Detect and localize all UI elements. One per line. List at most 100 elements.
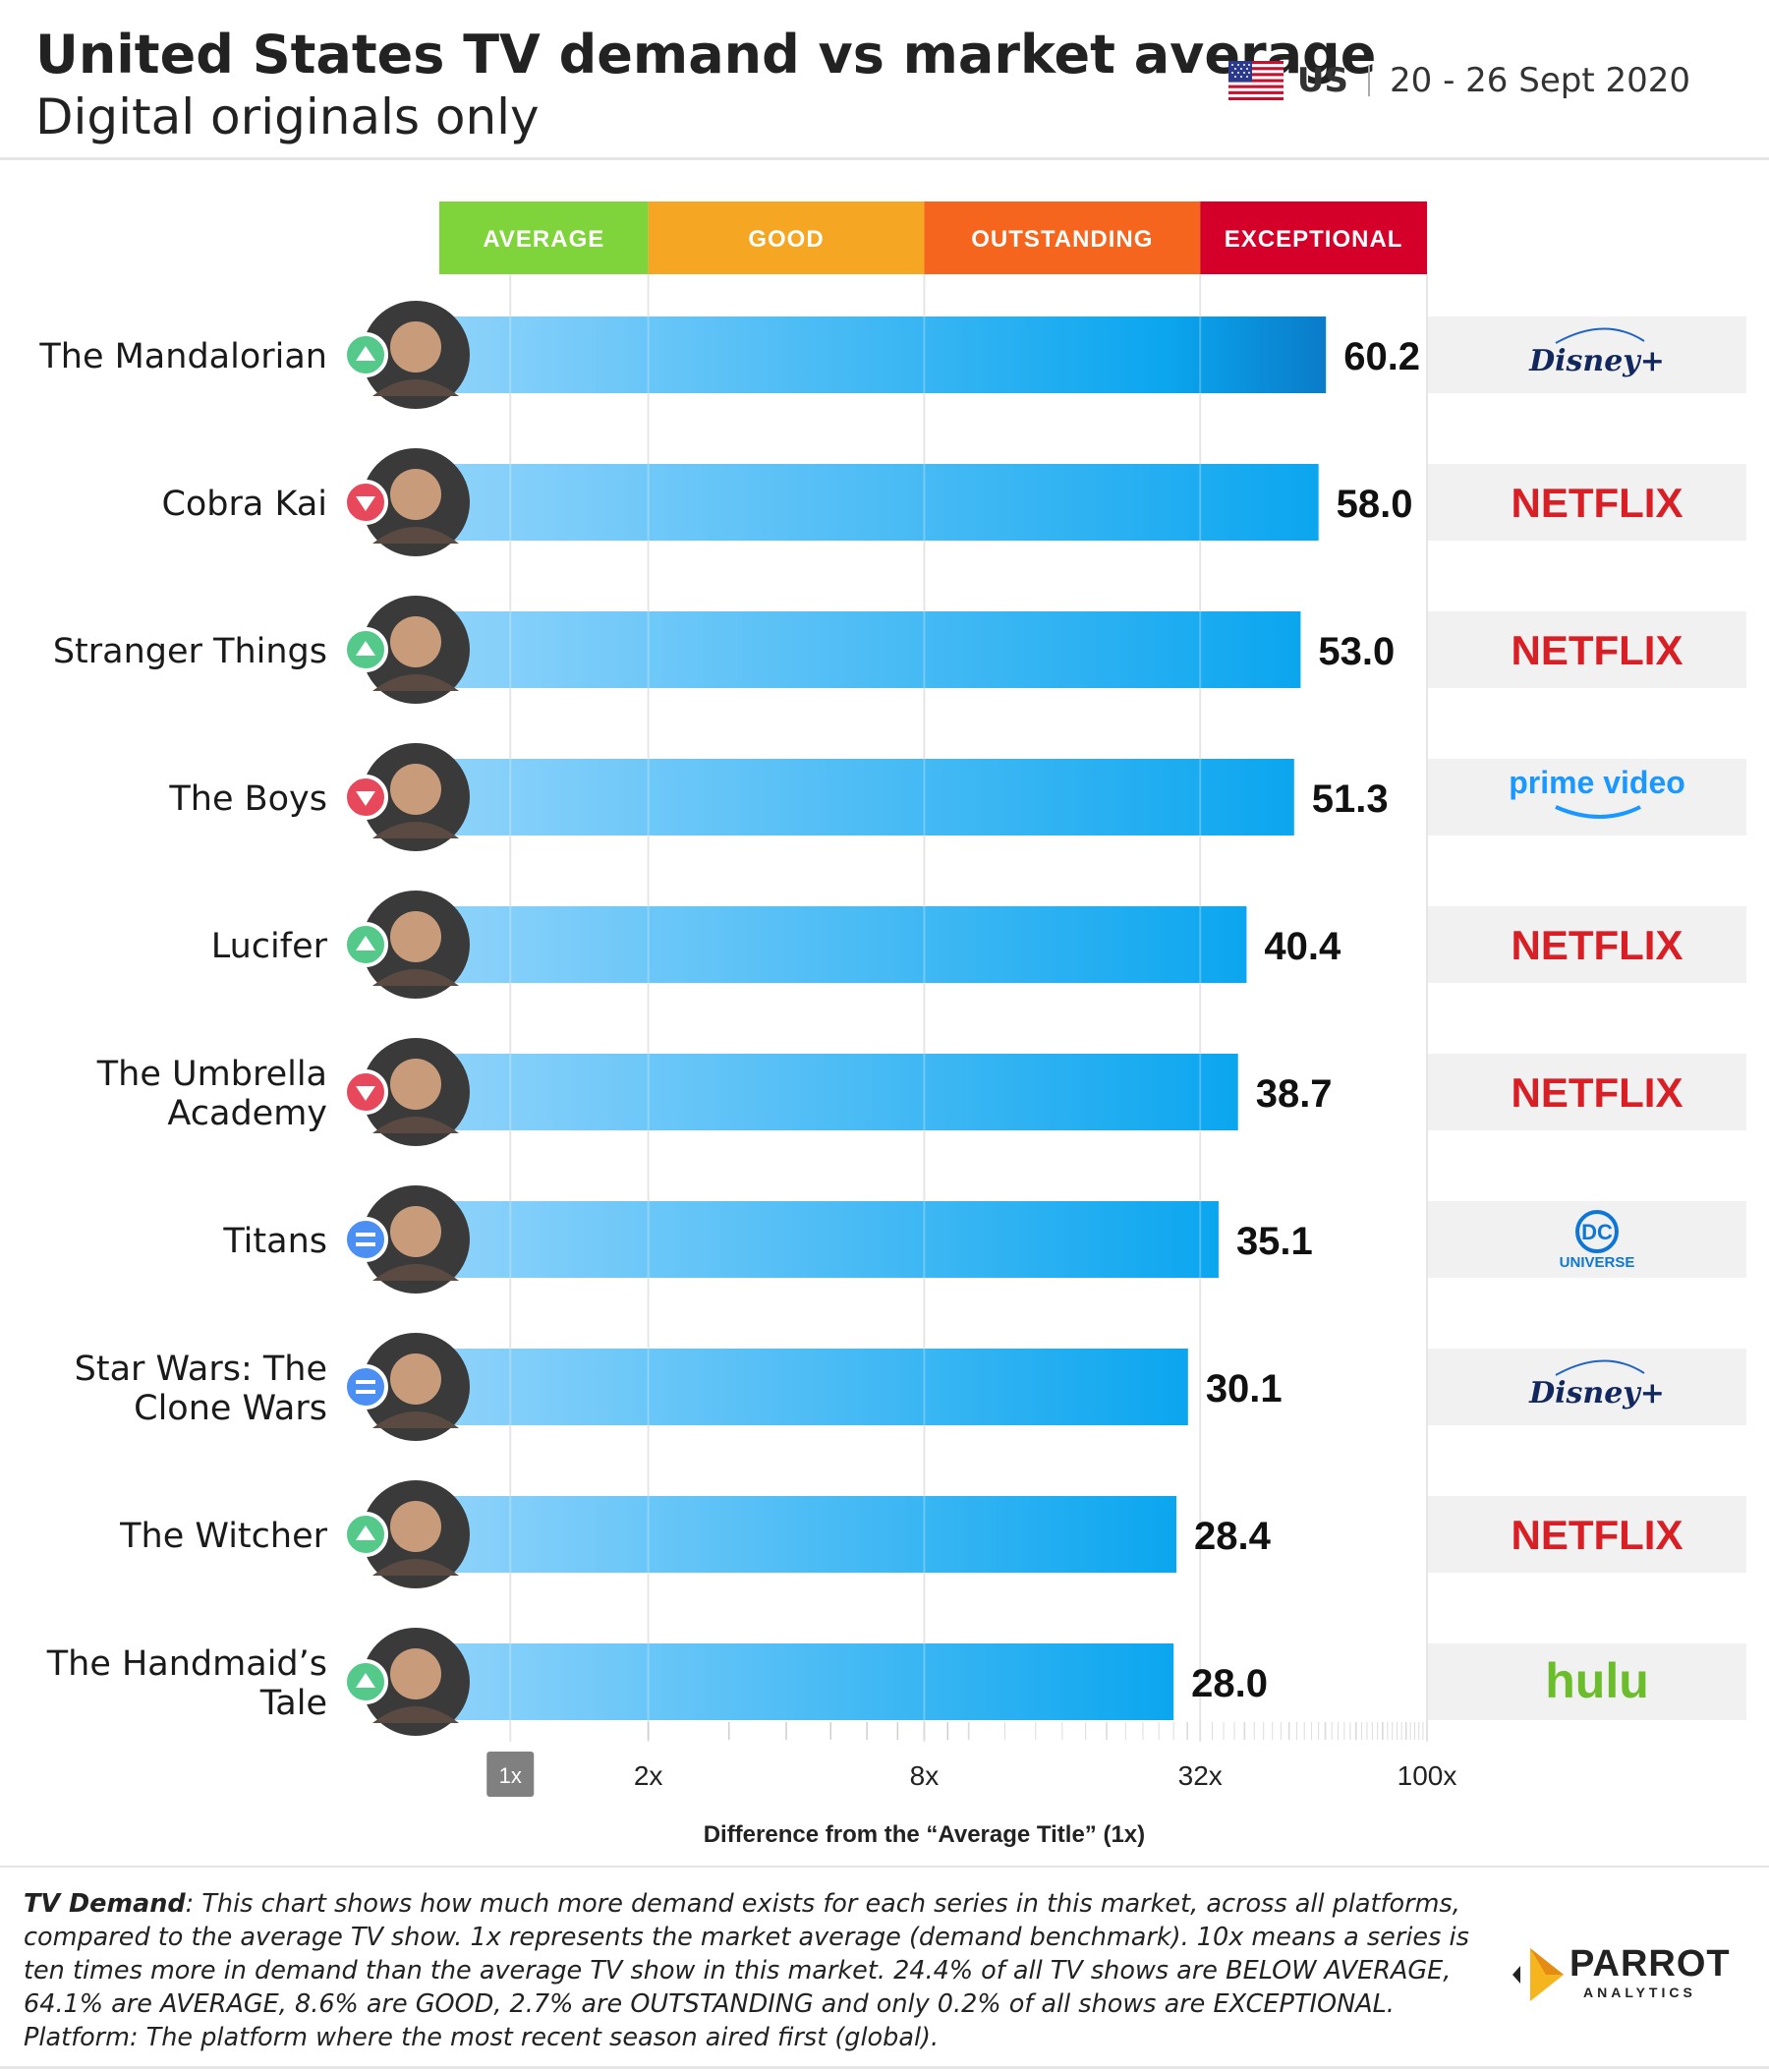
platform-strip xyxy=(1427,1643,1746,1720)
trend-up-icon xyxy=(343,332,388,377)
netflix-logo: NETFLIX xyxy=(1512,1069,1683,1116)
trend-up-icon xyxy=(343,1659,388,1704)
bar xyxy=(439,611,1301,688)
show-label: Star Wars: The Clone Wars xyxy=(75,1350,327,1428)
show-thumbnail xyxy=(362,1628,470,1736)
baseline-tick-badge xyxy=(486,1752,535,1797)
value-label: 30.1 xyxy=(1206,1367,1283,1410)
dc-universe-label: UNIVERSE xyxy=(1560,1254,1635,1271)
netflix-logo: NETFLIX xyxy=(1512,627,1683,673)
country-code: US xyxy=(1296,61,1349,100)
show-label-line: Titans xyxy=(222,1222,327,1261)
tick-label: 8x xyxy=(910,1760,940,1791)
tick-label: 2x xyxy=(634,1760,663,1791)
thumbnail-face xyxy=(390,1206,441,1257)
show-label-line: The Handmaid’s xyxy=(46,1644,327,1684)
chart-subtitle: Digital originals only xyxy=(35,88,540,145)
disney-logo: Disney+ xyxy=(1528,1376,1665,1410)
bar xyxy=(439,906,1247,983)
show-thumbnail xyxy=(362,1333,470,1441)
category-label: OUTSTANDING xyxy=(971,226,1153,253)
value-label: 35.1 xyxy=(1236,1220,1313,1263)
x-axis-title: Difference from the “Average Title” (1x) xyxy=(704,1821,1145,1848)
platform-strip xyxy=(1427,1496,1746,1573)
show-label-line: Lucifer xyxy=(211,927,328,966)
disney-arc xyxy=(1555,1359,1645,1376)
dc-ring-icon xyxy=(1575,1210,1619,1253)
logo-arrow-icon xyxy=(1512,1966,1520,1984)
show-label-line: Star Wars: The xyxy=(75,1350,327,1389)
footer-divider xyxy=(0,1866,1769,1868)
value-label: 38.7 xyxy=(1256,1072,1333,1116)
logo-sub: ANALYTICS xyxy=(1583,1985,1696,2000)
trend-bar xyxy=(356,1233,375,1237)
thumbnail-face xyxy=(390,764,441,815)
netflix-logo: NETFLIX xyxy=(1512,1512,1683,1558)
show-label-line: Clone Wars xyxy=(134,1389,327,1428)
trend-same-icon xyxy=(343,1217,388,1262)
trend-up-icon xyxy=(343,1512,388,1557)
category-band-good xyxy=(648,201,925,274)
thumbnail-face xyxy=(390,911,441,962)
parrot-analytics-logo: PARROT ANALYTICS xyxy=(1512,1943,1730,2001)
trend-arrow xyxy=(356,641,375,656)
show-thumbnail xyxy=(362,448,470,556)
disney-arc xyxy=(1555,327,1645,344)
trend-arrow xyxy=(356,1525,375,1540)
footnote-lead: TV Demand xyxy=(24,1889,186,1919)
trend-arrow xyxy=(356,346,375,361)
platform-strip xyxy=(1427,906,1746,983)
show-label: The Witcher xyxy=(119,1517,327,1556)
category-band-exceptional xyxy=(1200,201,1427,274)
platform-strip xyxy=(1427,611,1746,688)
trend-bar xyxy=(356,1390,375,1394)
value-label: 60.2 xyxy=(1343,335,1420,378)
bar xyxy=(439,1054,1238,1130)
show-label-line: The Witcher xyxy=(119,1517,327,1556)
show-label: Cobra Kai xyxy=(161,485,327,524)
trend-arrow xyxy=(356,936,375,950)
thumbnail-shoulders xyxy=(372,969,459,986)
show-label: Stranger Things xyxy=(53,632,327,671)
footnote: TV Demand: This chart shows how much mor… xyxy=(24,1887,1478,2054)
trend-up-icon xyxy=(343,627,388,672)
value-label: 28.4 xyxy=(1194,1515,1272,1558)
disney-logo: Disney+ xyxy=(1528,344,1665,378)
thumbnail-shoulders xyxy=(372,822,459,838)
market-info: US 20 - 26 Sept 2020 xyxy=(1227,61,1690,100)
thumbnail-shoulders xyxy=(372,379,459,396)
thumbnail-face xyxy=(390,1648,441,1699)
prime-video-logo: prime video xyxy=(1509,765,1685,800)
show-label-line: Stranger Things xyxy=(53,632,327,671)
trend-down-icon xyxy=(343,775,388,820)
show-thumbnail xyxy=(362,1480,470,1588)
prime-smile-icon xyxy=(1555,805,1641,819)
us-flag-icon xyxy=(1227,61,1284,100)
bar xyxy=(439,1349,1188,1425)
category-label: AVERAGE xyxy=(483,226,604,253)
value-label: 53.0 xyxy=(1318,630,1395,673)
platform-strip xyxy=(1427,464,1746,541)
thumbnail-face xyxy=(390,321,441,373)
trend-arrow xyxy=(356,1086,375,1101)
show-label-line: Academy xyxy=(167,1094,327,1133)
thumbnail-face xyxy=(390,469,441,520)
thumbnail-shoulders xyxy=(372,1117,459,1133)
dc-logo: DC xyxy=(1581,1220,1613,1244)
show-thumbnail xyxy=(362,1185,470,1294)
show-thumbnail xyxy=(362,743,470,851)
category-label: GOOD xyxy=(748,226,824,253)
tick-label: 32x xyxy=(1178,1760,1223,1791)
show-label-line: Cobra Kai xyxy=(161,485,327,524)
thumbnail-shoulders xyxy=(372,1264,459,1281)
tick-label: 100x xyxy=(1398,1760,1457,1791)
show-thumbnail xyxy=(362,1038,470,1146)
show-thumbnail xyxy=(362,891,470,999)
platform-strip xyxy=(1427,1054,1746,1130)
show-label: Lucifer xyxy=(211,927,328,966)
platform-strip xyxy=(1427,317,1746,393)
show-label: Titans xyxy=(222,1222,327,1261)
chart-title: United States TV demand vs market averag… xyxy=(35,24,1377,86)
trend-arrow xyxy=(356,1673,375,1688)
trend-arrow xyxy=(356,791,375,806)
